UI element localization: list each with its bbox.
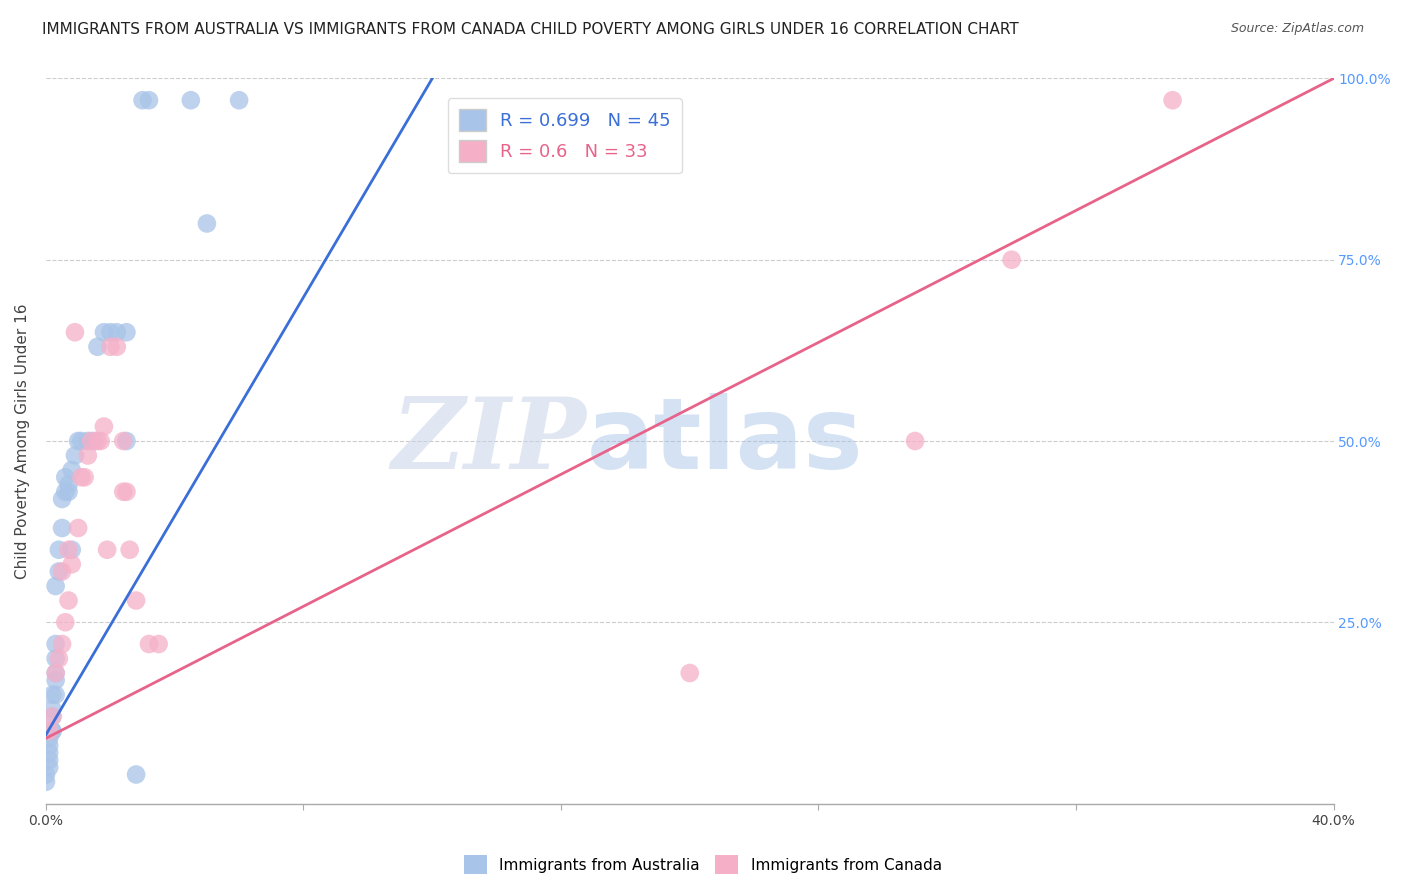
- Point: [48, 542, 70, 557]
- Point: [41, 709, 63, 723]
- Point: [138, 637, 160, 651]
- Point: [93, 325, 115, 339]
- Point: [148, 637, 170, 651]
- Point: [98, 325, 121, 339]
- Point: [195, 217, 218, 231]
- Point: [115, 325, 138, 339]
- Point: [48, 651, 70, 665]
- Point: [38, 760, 60, 774]
- Point: [105, 325, 128, 339]
- Legend: R = 0.699   N = 45, R = 0.6   N = 33: R = 0.699 N = 45, R = 0.6 N = 33: [447, 98, 682, 173]
- Point: [138, 93, 160, 107]
- Point: [131, 93, 153, 107]
- Point: [41, 702, 63, 716]
- Point: [118, 542, 141, 557]
- Point: [125, 767, 148, 781]
- Point: [228, 93, 250, 107]
- Point: [115, 484, 138, 499]
- Point: [53, 470, 76, 484]
- Point: [70, 470, 93, 484]
- Point: [112, 434, 135, 448]
- Point: [679, 666, 702, 681]
- Point: [80, 434, 103, 448]
- Point: [63, 449, 86, 463]
- Point: [96, 542, 118, 557]
- Point: [41, 688, 63, 702]
- Point: [115, 434, 138, 448]
- Point: [41, 709, 63, 723]
- Point: [98, 340, 121, 354]
- Point: [53, 484, 76, 499]
- Point: [51, 521, 73, 535]
- Text: IMMIGRANTS FROM AUSTRALIA VS IMMIGRANTS FROM CANADA CHILD POVERTY AMONG GIRLS UN: IMMIGRANTS FROM AUSTRALIA VS IMMIGRANTS …: [42, 22, 1019, 37]
- Point: [38, 731, 60, 746]
- Point: [45, 579, 67, 593]
- Point: [51, 565, 73, 579]
- Point: [67, 521, 90, 535]
- Point: [38, 746, 60, 760]
- Point: [67, 434, 90, 448]
- Point: [48, 565, 70, 579]
- Point: [63, 325, 86, 339]
- Point: [45, 666, 67, 681]
- Point: [51, 637, 73, 651]
- Text: Source: ZipAtlas.com: Source: ZipAtlas.com: [1230, 22, 1364, 36]
- Point: [93, 419, 115, 434]
- Point: [38, 724, 60, 739]
- Point: [90, 434, 112, 448]
- Point: [45, 651, 67, 665]
- Point: [86, 340, 108, 354]
- Point: [125, 593, 148, 607]
- Point: [112, 484, 135, 499]
- Point: [45, 666, 67, 681]
- Point: [45, 688, 67, 702]
- Point: [73, 470, 96, 484]
- Point: [41, 724, 63, 739]
- Point: [60, 463, 83, 477]
- Legend: Immigrants from Australia, Immigrants from Canada: Immigrants from Australia, Immigrants fr…: [458, 849, 948, 880]
- Point: [60, 558, 83, 572]
- Point: [58, 477, 80, 491]
- Point: [38, 739, 60, 753]
- Point: [53, 615, 76, 630]
- Point: [51, 491, 73, 506]
- Point: [58, 542, 80, 557]
- Point: [1001, 252, 1024, 267]
- Point: [83, 434, 105, 448]
- Point: [35, 767, 58, 781]
- Text: atlas: atlas: [586, 392, 863, 490]
- Point: [60, 542, 83, 557]
- Point: [904, 434, 927, 448]
- Point: [58, 593, 80, 607]
- Point: [41, 724, 63, 739]
- Y-axis label: Child Poverty Among Girls Under 16: Child Poverty Among Girls Under 16: [15, 303, 30, 579]
- Point: [45, 673, 67, 688]
- Point: [105, 340, 128, 354]
- Point: [86, 434, 108, 448]
- Point: [76, 449, 98, 463]
- Point: [38, 753, 60, 767]
- Point: [45, 637, 67, 651]
- Text: ZIP: ZIP: [392, 392, 586, 489]
- Point: [35, 774, 58, 789]
- Point: [76, 434, 98, 448]
- Point: [1161, 93, 1184, 107]
- Point: [70, 434, 93, 448]
- Point: [58, 484, 80, 499]
- Point: [180, 93, 202, 107]
